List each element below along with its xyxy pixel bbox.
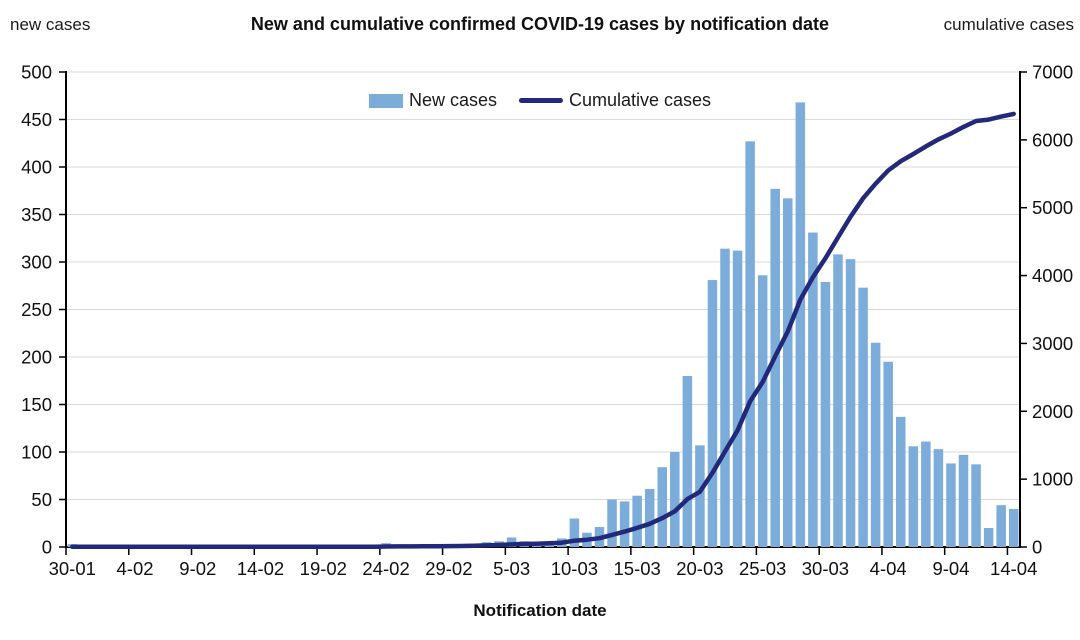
bar <box>896 416 906 547</box>
y-right-tick-label: 7000 <box>1032 62 1073 83</box>
x-tick-label: 25-03 <box>739 558 786 579</box>
bar <box>745 141 755 547</box>
bar <box>983 528 994 547</box>
legend-item-new-cases: New cases <box>368 90 497 111</box>
bar <box>833 254 843 547</box>
y-left-tick-label: 150 <box>21 394 52 415</box>
y-left-tick-label: 350 <box>21 204 52 225</box>
legend-label-new-cases: New cases <box>408 90 497 110</box>
bar <box>695 445 705 547</box>
x-tick-label: 20-03 <box>676 558 723 579</box>
y-right-tick-label: 4000 <box>1032 265 1073 286</box>
bar <box>908 446 919 547</box>
bar <box>996 505 1006 547</box>
bar <box>946 463 956 547</box>
bar <box>670 452 680 547</box>
legend-bar-swatch <box>368 93 403 108</box>
y-left-tick-label: 500 <box>21 62 52 83</box>
legend: New cases Cumulative cases <box>368 90 712 111</box>
x-tick-label: 30-03 <box>802 558 849 579</box>
y-left-tick-label: 450 <box>21 109 52 130</box>
bar <box>883 361 893 547</box>
y-left-tick-label: 50 <box>31 489 52 510</box>
legend-item-cumulative-cases: Cumulative cases <box>518 90 712 111</box>
y-left-tick-label: 300 <box>21 252 52 273</box>
bar <box>732 250 743 547</box>
bar <box>657 467 667 547</box>
bar <box>845 259 856 547</box>
bar <box>783 198 793 547</box>
bar <box>682 376 693 547</box>
x-tick-label: 10-03 <box>551 558 598 579</box>
y-right-tick-label: 6000 <box>1032 129 1073 150</box>
bar <box>569 518 580 547</box>
x-tick-label: 14-04 <box>990 558 1037 579</box>
bar <box>720 248 730 547</box>
y-left-tick-label: 0 <box>42 537 52 558</box>
y-right-tick-label: 3000 <box>1032 333 1073 354</box>
x-tick-label: 30-01 <box>49 558 96 579</box>
y-right-tick-label: 5000 <box>1032 197 1073 218</box>
x-tick-label: 5-03 <box>493 558 530 579</box>
x-tick-label: 4-02 <box>117 558 154 579</box>
y-left-tick-label: 250 <box>21 299 52 320</box>
bar <box>644 489 655 547</box>
y-left-axis-unit-label: new cases <box>10 15 91 34</box>
bar <box>971 464 981 547</box>
chart-title: New and cumulative confirmed COVID-19 ca… <box>250 14 830 34</box>
legend-label-cumulative-cases: Cumulative cases <box>568 90 712 110</box>
bar <box>870 342 881 547</box>
x-tick-label: 19-02 <box>300 558 347 579</box>
bar <box>619 501 630 547</box>
bar <box>808 232 818 548</box>
x-tick-label: 9-04 <box>932 558 969 579</box>
bar <box>795 102 806 548</box>
bar <box>820 281 831 547</box>
cumulative-line <box>70 111 1016 550</box>
x-axis-title: Notification date <box>473 601 607 620</box>
x-tick-label: 9-02 <box>179 558 216 579</box>
bar <box>921 441 931 547</box>
legend-line-swatch <box>518 98 563 103</box>
bar <box>1008 509 1019 547</box>
y-right-axis-unit-label: cumulative cases <box>943 15 1074 34</box>
x-tick-label: 24-02 <box>362 558 409 579</box>
bar <box>770 188 780 547</box>
bar <box>958 454 969 547</box>
x-tick-label: 4-04 <box>870 558 907 579</box>
x-tick-label: 14-02 <box>237 558 284 579</box>
bar <box>757 275 768 547</box>
bar <box>707 280 718 547</box>
x-tick-label: 15-03 <box>613 558 660 579</box>
y-left-tick-label: 100 <box>21 442 52 463</box>
y-right-tick-label: 1000 <box>1032 469 1073 490</box>
bar <box>632 495 642 547</box>
y-left-tick-label: 200 <box>21 347 52 368</box>
bar <box>858 287 868 547</box>
bar <box>933 449 944 547</box>
x-tick-label: 29-02 <box>425 558 472 579</box>
y-right-tick-label: 2000 <box>1032 401 1073 422</box>
bar <box>607 499 617 547</box>
y-left-tick-label: 400 <box>21 157 52 178</box>
y-right-tick-label: 0 <box>1032 537 1042 558</box>
